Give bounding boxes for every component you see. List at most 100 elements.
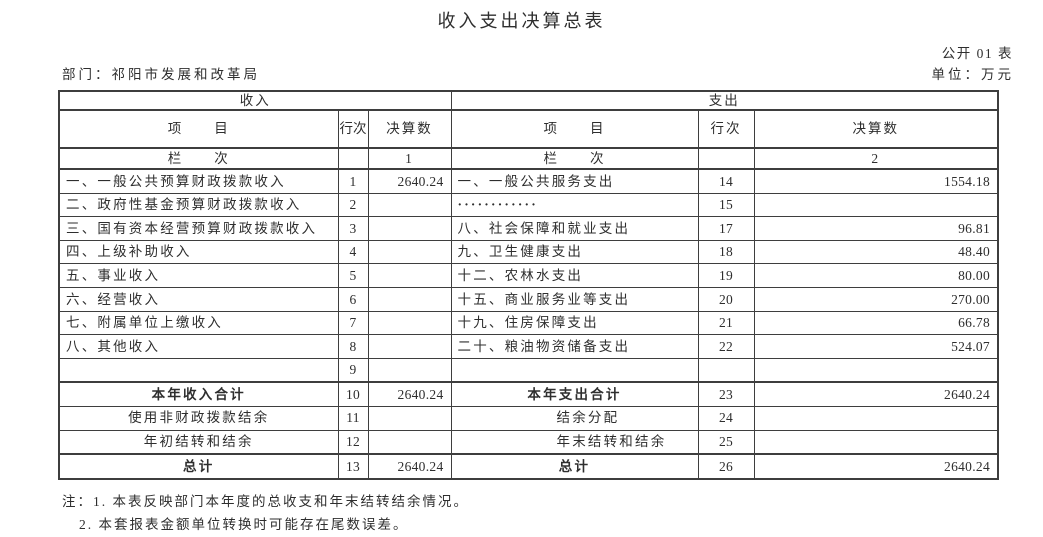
- expense-line-no-cell: 26: [697, 453, 755, 480]
- expense-line-no-cell: 20: [697, 286, 755, 312]
- income-amount-cell: [367, 357, 452, 383]
- table-row: 七、附属单位上缴收入 7 十九、住房保障支出 21 66.78: [58, 310, 999, 336]
- table-row: 五、事业收入 5 十二、农林水支出 19 80.00: [58, 263, 999, 288]
- expense-line-no-cell: 24: [697, 405, 755, 431]
- income-index-label: 栏 次: [58, 147, 339, 170]
- table-row: 四、上级补助收入 4 九、卫生健康支出 18 48.40: [58, 239, 999, 265]
- expense-section-header: 支出: [450, 90, 999, 111]
- expense-amount-cell: 80.00: [753, 263, 999, 288]
- expense-amount-cell: 96.81: [753, 216, 999, 241]
- income-amount-header: 决算数: [367, 109, 452, 149]
- subtotal-row: 本年收入合计 10 2640.24 本年支出合计 23 2640.24: [58, 381, 999, 407]
- page-title: 收入支出决算总表: [437, 11, 606, 31]
- expense-item-cell: 十二、农林水支出: [450, 263, 699, 288]
- income-line-no-cell: 13: [337, 453, 369, 480]
- expense-line-no-cell: 22: [697, 334, 755, 359]
- income-line-no-cell: 3: [337, 216, 369, 241]
- income-amount-cell: [367, 263, 452, 288]
- income-item-cell: 六、经营收入: [58, 286, 339, 312]
- expense-amount-cell: 48.40: [753, 239, 999, 265]
- income-amount-cell: 2640.24: [367, 381, 452, 407]
- table-code-label: 公开 01 表: [941, 46, 1013, 61]
- income-line-no-cell: 7: [337, 310, 369, 336]
- expense-amount-cell: 524.07: [753, 334, 999, 359]
- expense-amount-cell: 270.00: [753, 286, 999, 312]
- income-item-cell: 四、上级补助收入: [58, 239, 339, 265]
- income-amount-cell: [367, 286, 452, 312]
- column-header-row: 项 目 行次 决算数 项 目 行次 决算数: [58, 109, 999, 149]
- income-line-no-cell: 5: [337, 263, 369, 288]
- note-line-1: 注：1. 本表反映部门本年度的总收支和年末结转结余情况。: [62, 493, 469, 509]
- table-row: 三、国有资本经营预算财政拨款收入 3 八、社会保障和就业支出 17 96.81: [58, 216, 999, 241]
- income-line-no-cell: 6: [337, 286, 369, 312]
- income-line-no-cell: 10: [337, 381, 369, 407]
- income-line-no-cell: 8: [337, 334, 369, 359]
- income-item-cell: 一、一般公共预算财政拨款收入: [58, 168, 339, 194]
- column-index-row: 栏 次 1 栏 次 2: [58, 147, 999, 170]
- expense-line-no-cell: 19: [697, 263, 755, 288]
- income-index-blank: [337, 147, 369, 170]
- expense-amount-cell: [753, 192, 999, 218]
- income-amount-cell: 2640.24: [367, 453, 452, 480]
- expense-item-cell: 一、一般公共服务支出: [450, 168, 699, 194]
- expense-amount-cell: [753, 429, 999, 455]
- income-item-cell: 本年收入合计: [58, 381, 339, 407]
- final-accounts-table: 收入 支出 项 目 行次 决算数 项 目 行次 决算数 栏 次 1 栏 次 2: [58, 90, 999, 480]
- income-amount-cell: [367, 334, 452, 359]
- income-amount-cell: [367, 405, 452, 431]
- income-item-cell: 年初结转和结余: [58, 429, 339, 455]
- income-item-cell: 八、其他收入: [58, 334, 339, 359]
- expense-item-cell: 十五、商业服务业等支出: [450, 286, 699, 312]
- income-item-cell: [58, 357, 339, 383]
- income-line-no-header: 行次: [337, 109, 369, 149]
- income-line-no-cell: 4: [337, 239, 369, 265]
- income-item-cell: 总计: [58, 453, 339, 480]
- table-row: 年初结转和结余 12 年末结转和结余 25: [58, 429, 999, 455]
- expense-amount-cell: 66.78: [753, 310, 999, 336]
- table-row: 一、一般公共预算财政拨款收入 1 2640.24 一、一般公共服务支出 14 1…: [58, 168, 999, 194]
- income-item-header: 项 目: [58, 109, 339, 149]
- expense-item-cell: ············: [450, 192, 699, 218]
- expense-item-header: 项 目: [450, 109, 699, 149]
- expense-item-cell: 总计: [450, 453, 699, 480]
- expense-index-number: 2: [753, 147, 999, 170]
- income-amount-cell: [367, 429, 452, 455]
- expense-line-no-cell: 21: [697, 310, 755, 336]
- expense-line-no-cell: 17: [697, 216, 755, 241]
- expense-item-cell: 二十、粮油物资储备支出: [450, 334, 699, 359]
- income-item-cell: 七、附属单位上缴收入: [58, 310, 339, 336]
- table-row: 二、政府性基金预算财政拨款收入 2 ············ 15: [58, 192, 999, 218]
- income-item-cell: 使用非财政拨款结余: [58, 405, 339, 431]
- income-line-no-cell: 9: [337, 357, 369, 383]
- income-amount-cell: [367, 192, 452, 218]
- expense-amount-cell: [753, 405, 999, 431]
- expense-index-blank: [697, 147, 755, 170]
- expense-amount-cell: 2640.24: [753, 453, 999, 480]
- table-row: 使用非财政拨款结余 11 结余分配 24: [58, 405, 999, 431]
- unit-label: 单位：万元: [931, 67, 1014, 82]
- expense-item-cell: 本年支出合计: [450, 381, 699, 407]
- expense-line-no-cell: [697, 357, 755, 383]
- expense-line-no-header: 行次: [697, 109, 755, 149]
- income-section-header: 收入: [58, 90, 452, 111]
- table-row: 六、经营收入 6 十五、商业服务业等支出 20 270.00: [58, 286, 999, 312]
- total-row: 总计 13 2640.24 总计 26 2640.24: [58, 453, 999, 480]
- department-label: 部门：祁阳市发展和改革局: [62, 67, 260, 82]
- expense-item-cell: 八、社会保障和就业支出: [450, 216, 699, 241]
- expense-index-label: 栏 次: [450, 147, 699, 170]
- meta-line: 部门：祁阳市发展和改革局 单位：万元: [62, 63, 1014, 83]
- expense-item-cell: 九、卫生健康支出: [450, 239, 699, 265]
- expense-item-cell: [450, 357, 699, 383]
- income-line-no-cell: 1: [337, 168, 369, 194]
- expense-item-cell: 年末结转和结余: [450, 429, 699, 455]
- income-line-no-cell: 12: [337, 429, 369, 455]
- expense-line-no-cell: 14: [697, 168, 755, 194]
- table-row: 9: [58, 357, 999, 383]
- expense-line-no-cell: 18: [697, 239, 755, 265]
- income-item-cell: 二、政府性基金预算财政拨款收入: [58, 192, 339, 218]
- income-amount-cell: [367, 239, 452, 265]
- note-line-2: 2. 本套报表金额单位转换时可能存在尾数误差。: [79, 516, 409, 532]
- expense-line-no-cell: 23: [697, 381, 755, 407]
- expense-line-no-cell: 15: [697, 192, 755, 218]
